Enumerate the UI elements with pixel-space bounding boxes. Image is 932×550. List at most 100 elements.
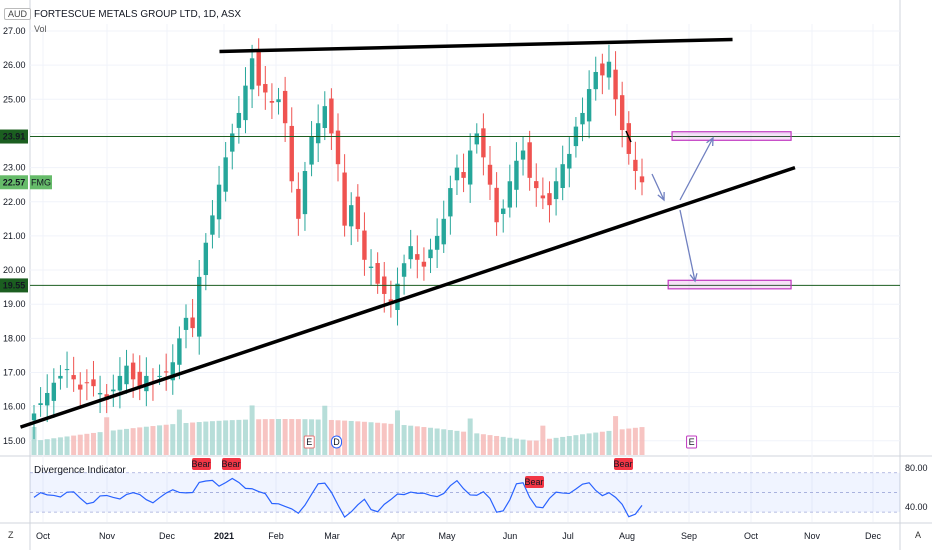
- candle-body: [322, 106, 327, 129]
- volume-bar: [348, 420, 354, 455]
- volume-bar: [401, 425, 407, 455]
- candle-body: [362, 230, 367, 260]
- volume-bar: [573, 435, 579, 455]
- candle-body: [514, 160, 519, 190]
- volume-bar: [110, 430, 116, 455]
- volume-bar: [276, 419, 282, 455]
- volume-bar: [467, 418, 473, 455]
- candle-body: [45, 392, 50, 406]
- volume-bar: [130, 428, 136, 455]
- currency-badge[interactable]: AUD: [4, 8, 32, 20]
- volume-bar: [428, 427, 434, 455]
- candle-body: [501, 208, 506, 214]
- candle-body: [487, 164, 493, 185]
- volume-bar: [461, 431, 467, 455]
- candle-body: [441, 218, 446, 245]
- candle-body: [289, 125, 294, 182]
- x-tick-label: Nov: [804, 531, 821, 541]
- candle-body: [282, 90, 288, 124]
- candle-body: [256, 50, 261, 86]
- x-tick-label: 2021: [214, 531, 234, 541]
- volume-bar: [434, 428, 440, 455]
- candle-body: [296, 188, 301, 219]
- candle-body: [117, 375, 123, 391]
- x-tick-label: Nov: [99, 531, 116, 541]
- y-tick-label: 18.00: [3, 333, 26, 343]
- price-tag-value: 19.55: [3, 280, 26, 290]
- candle-body: [586, 89, 592, 122]
- bear-signal-label: Bear: [613, 459, 632, 469]
- volume-bar: [84, 433, 90, 455]
- volume-bar: [203, 421, 209, 455]
- y-tick-label: 25.00: [3, 94, 26, 104]
- candle-body: [197, 276, 202, 337]
- candle-body: [547, 193, 552, 206]
- volume-bar: [487, 435, 493, 455]
- volume-bar: [580, 434, 586, 455]
- candle-body: [276, 99, 281, 103]
- arrow-head: [706, 136, 714, 147]
- symbol-tag: [30, 175, 52, 190]
- candle-body: [408, 246, 413, 260]
- y-tick-label: 21.00: [3, 231, 26, 241]
- volume-layer: [31, 405, 645, 455]
- candle-body: [216, 184, 222, 220]
- x-tick-label: Mar: [324, 531, 340, 541]
- indicator-title[interactable]: Divergence Indicator: [34, 465, 126, 476]
- candle-body: [64, 369, 70, 371]
- timezone-button[interactable]: Z: [8, 530, 14, 540]
- candle-body: [401, 263, 407, 277]
- y-tick-label: 20.00: [3, 265, 26, 275]
- volume-bar: [533, 440, 539, 455]
- volume-bar: [566, 436, 572, 455]
- candle-body: [368, 266, 374, 268]
- candle-body: [349, 205, 354, 227]
- volume-bar: [282, 419, 288, 455]
- volume-bar: [639, 427, 645, 455]
- candle-body: [51, 382, 57, 401]
- candle-body: [507, 181, 513, 208]
- candle-body: [243, 85, 248, 121]
- candle-body: [124, 365, 129, 385]
- volume-bar: [388, 423, 394, 455]
- volume-bar: [236, 419, 242, 455]
- volume-bar: [593, 432, 599, 455]
- x-tick-label: Dec: [865, 531, 882, 541]
- candle-body: [474, 133, 479, 145]
- candle-body: [606, 61, 612, 78]
- volume-bar: [104, 417, 110, 455]
- volume-bar: [90, 432, 96, 455]
- candle-body: [223, 157, 228, 192]
- candle-body: [249, 58, 255, 90]
- candle-body: [467, 150, 473, 185]
- x-tick-label: Apr: [391, 531, 405, 541]
- price-tag: [0, 278, 28, 293]
- candle-body: [236, 112, 242, 128]
- indicator-layer: 80.00 40.00 Bear Bear Bear Bear: [30, 458, 928, 518]
- candle-body: [78, 384, 83, 390]
- candle-body: [633, 159, 638, 172]
- auto-scale-button[interactable]: A: [915, 530, 922, 540]
- volume-bar: [216, 420, 222, 455]
- y-tick-label: 17.00: [3, 368, 26, 378]
- candle-body: [58, 375, 63, 379]
- volume-bar: [513, 438, 519, 455]
- volume-bar: [540, 425, 546, 455]
- volume-bar: [124, 428, 130, 455]
- volume-bar: [613, 416, 619, 455]
- volume-bar: [31, 427, 37, 455]
- candle-body: [520, 150, 526, 160]
- trendline-lower: [19, 165, 796, 429]
- candle-body: [421, 261, 427, 267]
- volume-bar: [183, 423, 189, 455]
- candle-body: [560, 164, 565, 189]
- candle-body: [263, 84, 268, 93]
- volume-bar: [454, 430, 460, 455]
- candle-body: [461, 172, 466, 178]
- arrow-head: [689, 273, 698, 283]
- candle-body: [448, 188, 453, 217]
- volume-bar: [242, 419, 248, 455]
- volume-bar: [342, 420, 348, 455]
